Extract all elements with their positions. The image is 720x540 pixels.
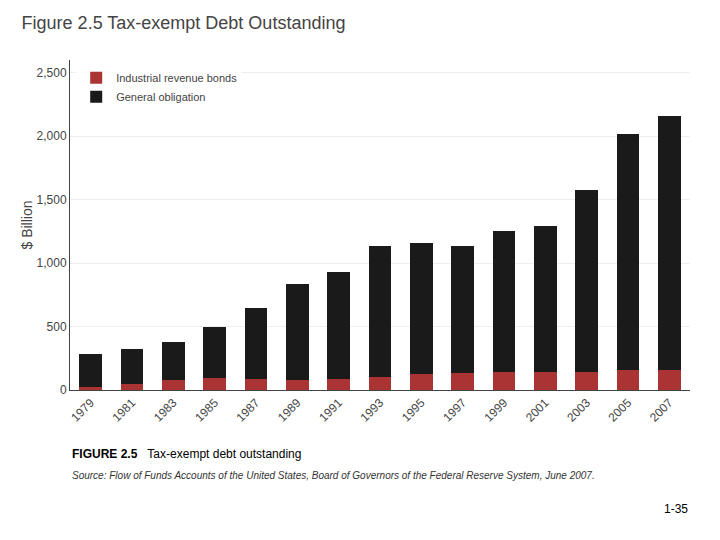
svg-text:1989: 1989 xyxy=(275,396,304,425)
svg-text:2,000: 2,000 xyxy=(37,129,67,143)
svg-text:1999: 1999 xyxy=(482,396,511,425)
svg-text:2001: 2001 xyxy=(523,396,552,425)
svg-text:1985: 1985 xyxy=(192,396,221,425)
svg-text:1997: 1997 xyxy=(440,396,469,425)
svg-text:500: 500 xyxy=(47,320,67,334)
svg-text:$ Billion: $ Billion xyxy=(19,200,35,249)
svg-text:1983: 1983 xyxy=(151,396,180,425)
svg-text:2003: 2003 xyxy=(564,396,593,425)
svg-text:General obligation: General obligation xyxy=(116,91,205,103)
svg-text:1995: 1995 xyxy=(399,396,428,425)
svg-text:2,500: 2,500 xyxy=(37,66,67,80)
svg-text:2007: 2007 xyxy=(647,396,676,425)
svg-text:1981: 1981 xyxy=(110,396,139,425)
svg-text:Figure 2.5 Tax-exempt Debt Out: Figure 2.5 Tax-exempt Debt Outstanding xyxy=(22,13,346,33)
svg-text:FIGURE 2.5 Tax-exempt debt o: FIGURE 2.5 Tax-exempt debt outstanding xyxy=(72,447,301,461)
svg-text:1,000: 1,000 xyxy=(37,256,67,270)
svg-text:0: 0 xyxy=(60,383,67,397)
svg-text:1993: 1993 xyxy=(358,396,387,425)
svg-text:1-35: 1-35 xyxy=(664,502,688,516)
svg-text:Industrial revenue bonds: Industrial revenue bonds xyxy=(116,72,237,84)
svg-text:1991: 1991 xyxy=(316,396,345,425)
svg-text:1987: 1987 xyxy=(234,396,263,425)
svg-text:Source: Flow of Funds Accounts: Source: Flow of Funds Accounts of the Un… xyxy=(72,470,595,481)
svg-text:1979: 1979 xyxy=(68,396,97,425)
svg-text:1,500: 1,500 xyxy=(37,193,67,207)
svg-text:2005: 2005 xyxy=(606,396,635,425)
